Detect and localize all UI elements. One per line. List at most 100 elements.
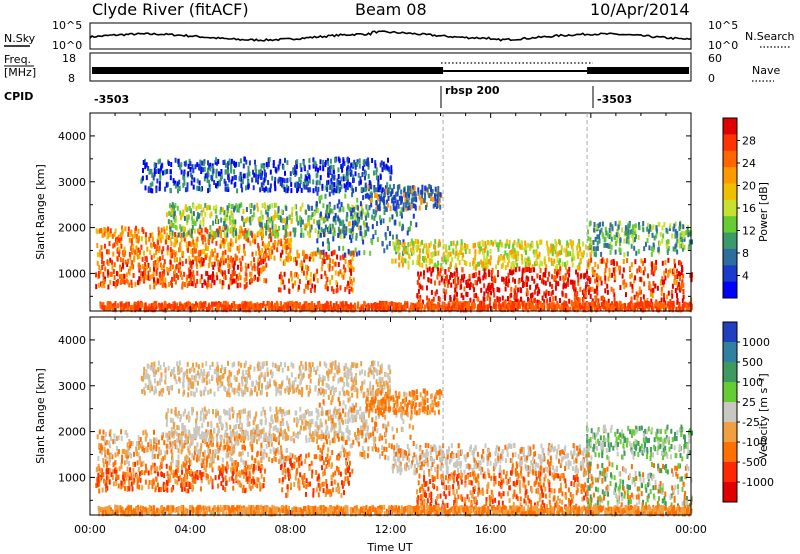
heatmap-cell [230,168,233,174]
heatmap-cell [358,250,361,256]
heatmap-cell [406,249,409,255]
heatmap-cell [172,178,175,184]
heatmap-cell [308,280,311,286]
heatmap-cell [682,302,685,308]
freq-panel [89,52,692,82]
heatmap-cell [305,302,308,308]
heatmap-cell [539,268,542,273]
heatmap-cell [377,187,380,193]
heatmap-cell [246,236,249,242]
heatmap-cell [206,229,209,235]
heatmap-cell [342,264,345,270]
heatmap-cell [254,159,256,165]
heatmap-cell [337,271,340,277]
heatmap-cell [576,291,579,297]
heatmap-cell [599,229,602,235]
heatmap-cell [287,252,290,258]
heatmap-cell [127,301,130,307]
heatmap-cell [485,288,488,294]
heatmap-cell [410,188,413,194]
heatmap-cell [483,273,486,279]
heatmap-cell [409,226,411,232]
heatmap-cell [491,276,494,282]
heatmap-cell [533,252,536,258]
heatmap-cell [314,272,317,278]
heatmap-cell [201,239,204,245]
heatmap-cell [474,280,477,285]
heatmap-cell [195,261,198,267]
heatmap-cell [575,269,578,275]
heatmap-cell [269,169,272,175]
heatmap-cell [525,246,528,252]
heatmap-cell [231,204,234,209]
heatmap-cell [329,170,332,175]
heatmap-cell [259,187,262,193]
heatmap-cell [354,186,357,192]
heatmap-cell [118,237,121,243]
heatmap-cell [594,261,597,267]
heatmap-cell [451,272,454,278]
heatmap-cell [677,281,680,287]
heatmap-cell [113,231,116,237]
heatmap-cell [390,301,393,307]
heatmap-cell [582,241,585,247]
heatmap-cell [527,307,530,313]
heatmap-cell [402,246,405,251]
heatmap-cell [643,302,646,308]
heatmap-cell [494,278,497,284]
heatmap-cell [223,243,226,249]
heatmap-cell [328,266,331,272]
heatmap-cell [274,302,276,308]
heatmap-cell [159,256,162,262]
heatmap-cell [284,239,287,245]
heatmap-cell [465,279,468,285]
heatmap-cell [327,158,329,164]
heatmap-cell [272,215,275,221]
heatmap-cell [515,250,518,256]
heatmap-cell [166,245,169,251]
heatmap-cell [483,301,485,307]
heatmap-cell [396,240,399,246]
heatmap-cell [287,242,290,247]
heatmap-cell [503,254,506,260]
heatmap-cell [349,259,352,265]
heatmap-cell [673,258,676,264]
heatmap-cell [474,249,477,255]
heatmap-cell [494,239,497,245]
heatmap-cell [232,265,235,271]
heatmap-cell [118,252,121,257]
heatmap-cell [495,264,498,270]
heatmap-cell [641,307,644,313]
heatmap-cell [267,180,270,185]
heatmap-cell [105,249,108,255]
heatmap-cell [285,249,288,255]
heatmap-cell [364,175,366,181]
heatmap-cell [576,272,579,278]
heatmap-cell [153,284,156,290]
heatmap-cell [281,244,284,250]
heatmap-cell [460,284,463,290]
heatmap-cell [486,264,489,270]
heatmap-cell [437,260,439,266]
heatmap-cell [573,296,576,302]
heatmap-cell [473,272,476,278]
heatmap-cell [417,271,420,277]
heatmap-cell [511,305,514,311]
heatmap-cell [407,227,410,233]
heatmap-cell [308,174,311,180]
heatmap-cell [123,279,126,285]
heatmap-cell [618,233,620,239]
heatmap-cell [527,242,530,248]
heatmap-cell [373,215,376,221]
heatmap-cell [261,214,264,220]
heatmap-cell [304,283,307,289]
heatmap-cell [605,263,608,268]
heatmap-cell [279,271,282,277]
heatmap-cell [449,275,452,280]
heatmap-cell [251,265,254,271]
heatmap-cell [183,180,186,186]
heatmap-cell [255,169,258,174]
heatmap-cell [437,250,440,256]
heatmap-cell [525,275,528,281]
heatmap-cell [449,297,452,303]
